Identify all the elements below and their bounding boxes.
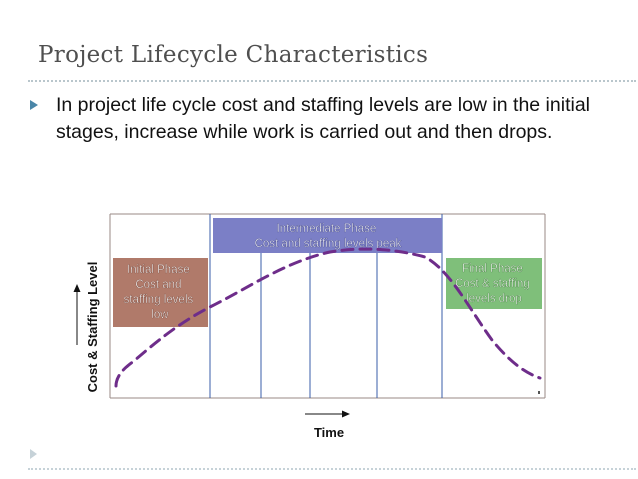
intermediate-line-2: Cost and staffing levels peak bbox=[255, 238, 402, 250]
initial-line-1: Initial Phase bbox=[127, 264, 190, 276]
initial-line-3: staffing levels bbox=[124, 294, 194, 306]
y-axis-label: Cost & Staffing Level bbox=[85, 262, 100, 393]
intermediate-phase-box bbox=[213, 218, 442, 253]
final-phase-box bbox=[446, 258, 542, 309]
initial-line-2: Cost and bbox=[135, 279, 181, 291]
slide-title: Project Lifecycle Characteristics bbox=[38, 42, 429, 68]
x-axis-arrow-icon bbox=[342, 410, 350, 418]
intermediate-phase-label: Intermediate Phase Cost and staffing lev… bbox=[255, 223, 402, 250]
footer-arrow-icon bbox=[30, 449, 37, 459]
cost-staffing-curve bbox=[114, 247, 542, 388]
curve-end-marker bbox=[538, 391, 540, 394]
footer-divider bbox=[28, 468, 636, 470]
title-divider bbox=[28, 80, 636, 82]
final-phase-label: Final Phase Cost & staffing levels drop bbox=[455, 263, 533, 305]
intermediate-line-1: Intermediate Phase bbox=[277, 223, 377, 235]
x-axis-label: Time bbox=[314, 425, 344, 440]
final-line-1: Final Phase bbox=[462, 263, 523, 275]
bullet-arrow-icon bbox=[30, 100, 38, 110]
bullet-text: In project life cycle cost and staffing … bbox=[56, 94, 590, 143]
initial-line-4: low bbox=[151, 309, 169, 321]
initial-phase-label: Initial Phase Cost and staffing levels l… bbox=[124, 264, 197, 321]
initial-phase-box bbox=[113, 258, 208, 327]
final-line-2: Cost & staffing bbox=[455, 278, 530, 290]
y-axis-arrow-icon bbox=[73, 284, 81, 292]
final-line-3: levels drop bbox=[466, 293, 522, 305]
